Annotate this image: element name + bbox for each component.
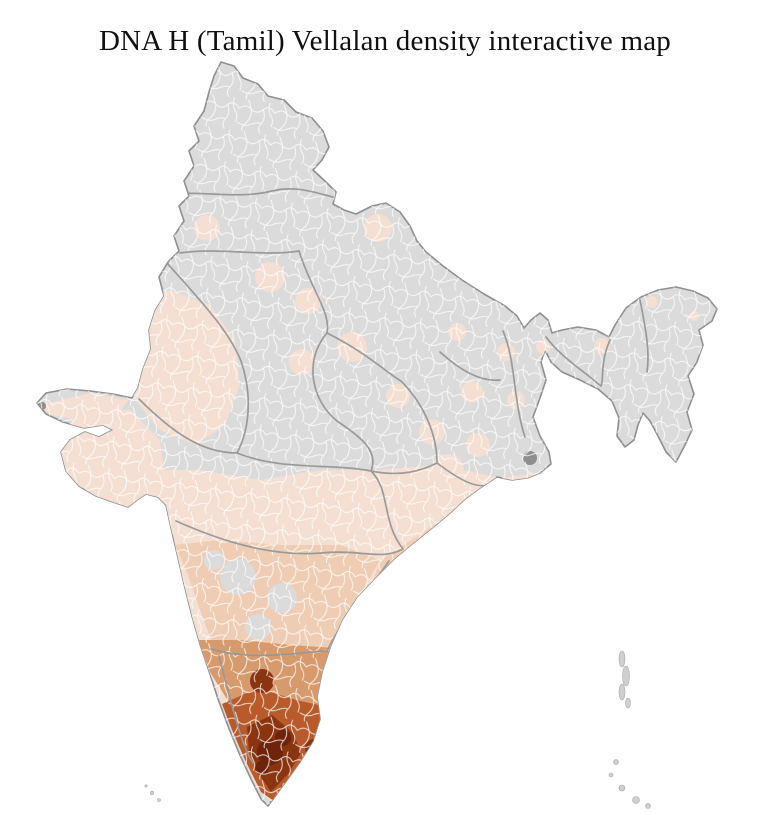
lakshadweep-island[interactable]	[157, 798, 161, 802]
lakshadweep-island[interactable]	[149, 790, 155, 796]
andaman-island[interactable]	[625, 697, 631, 709]
lakshadweep-island[interactable]	[144, 784, 148, 788]
nicobar-island[interactable]	[645, 803, 651, 809]
andaman-island[interactable]	[618, 650, 626, 668]
andaman-island[interactable]	[618, 683, 626, 701]
nicobar-island[interactable]	[608, 772, 614, 778]
state-borders	[138, 187, 649, 764]
nicobar-island[interactable]	[618, 784, 626, 792]
nicobar-island[interactable]	[613, 759, 619, 765]
district-cluster[interactable]	[560, 297, 572, 309]
islands	[144, 650, 651, 809]
nicobar-island[interactable]	[632, 796, 640, 804]
andaman-island[interactable]	[622, 665, 630, 687]
map-title: DNA H (Tamil) Vellalan density interacti…	[99, 25, 671, 58]
